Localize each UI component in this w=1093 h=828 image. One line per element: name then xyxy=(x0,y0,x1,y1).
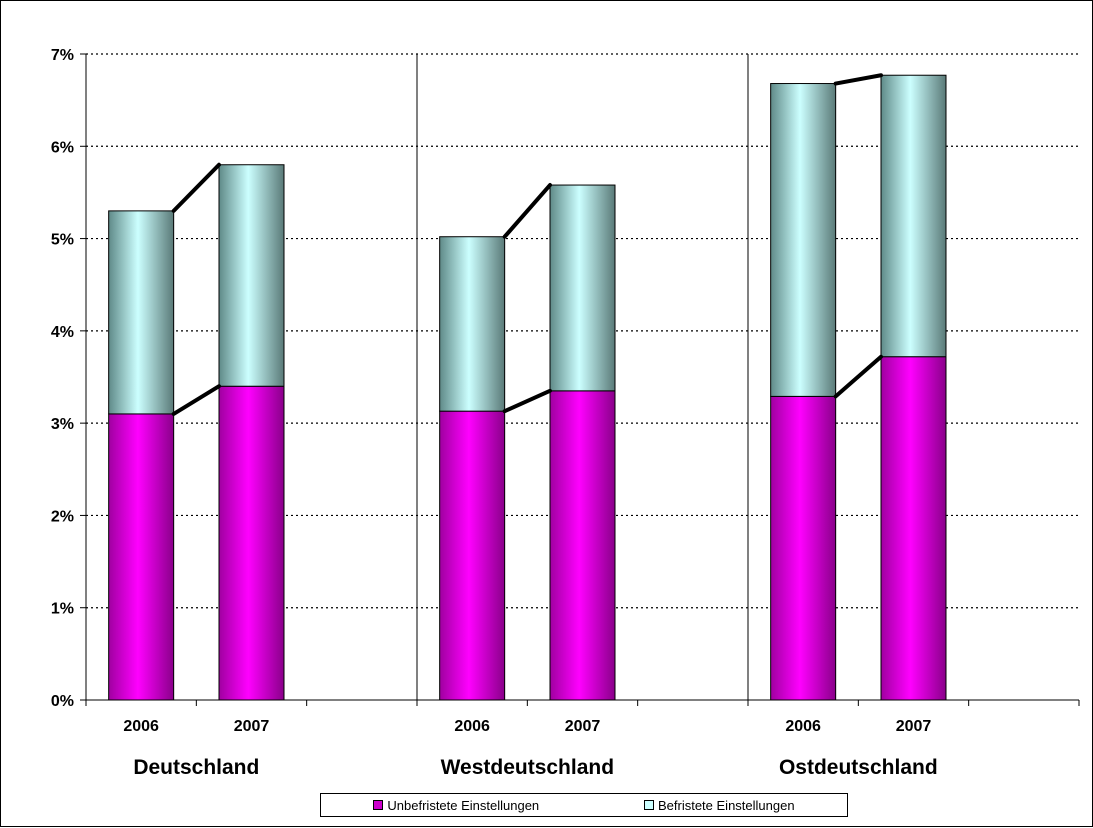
legend-label-unbefristet: Unbefristete Einstellungen xyxy=(387,797,540,813)
legend-swatch-cyan xyxy=(643,800,654,810)
bar-unbefristet xyxy=(880,356,947,701)
y-tick-label: 4% xyxy=(51,324,74,341)
bar-befristet xyxy=(549,184,616,392)
bar-unbefristet xyxy=(439,410,506,701)
y-tick-label: 5% xyxy=(51,232,74,249)
x-category-label: 2006 xyxy=(785,718,821,735)
x-category-label: 2007 xyxy=(234,718,270,735)
bar-befristet xyxy=(439,236,506,412)
legend-swatch-magenta xyxy=(373,800,384,810)
x-category-label: 2007 xyxy=(896,718,932,735)
y-tick-label: 0% xyxy=(51,693,74,710)
bar-befristet xyxy=(108,210,175,415)
x-category-label: 2007 xyxy=(565,718,601,735)
group-label: Deutschland xyxy=(133,756,259,779)
bar-unbefristet xyxy=(218,385,285,701)
bar-befristet xyxy=(880,74,947,358)
legend: Unbefristete Einstellungen Befristete Ei… xyxy=(320,793,848,817)
y-tick-label: 7% xyxy=(51,47,74,64)
series-connector-line xyxy=(502,388,552,414)
bar-befristet xyxy=(218,164,285,387)
group-label: Westdeutschland xyxy=(441,756,614,779)
bar-unbefristet xyxy=(549,390,616,701)
bars xyxy=(108,73,947,701)
y-tick-label: 6% xyxy=(51,139,74,156)
group-label: Ostdeutschland xyxy=(779,756,938,779)
x-category-label: 2006 xyxy=(454,718,490,735)
series-connector-line xyxy=(502,183,552,239)
bar-befristet xyxy=(770,83,837,397)
legend-item-unbefristet: Unbefristete Einstellungen xyxy=(373,798,539,813)
series-connector-line xyxy=(833,73,883,86)
labels: 0% 1% 2% 3% 4% 5% 6% 7% 2006 2007 2006 2007 2006 2007… xyxy=(51,47,938,779)
x-category-label: 2006 xyxy=(123,718,159,735)
series-connector-line xyxy=(833,354,883,399)
y-tick-label: 1% xyxy=(51,601,74,618)
bar-unbefristet xyxy=(770,395,837,701)
series-connector-line xyxy=(171,384,221,416)
bar-unbefristet xyxy=(108,413,175,701)
y-tick-label: 2% xyxy=(51,508,74,525)
legend-label-befristet: Befristete Einstellungen xyxy=(657,797,795,813)
y-tick-label: 3% xyxy=(51,416,74,433)
legend-item-befristet: Befristete Einstellungen xyxy=(643,797,795,813)
series-connector-line xyxy=(171,162,221,213)
